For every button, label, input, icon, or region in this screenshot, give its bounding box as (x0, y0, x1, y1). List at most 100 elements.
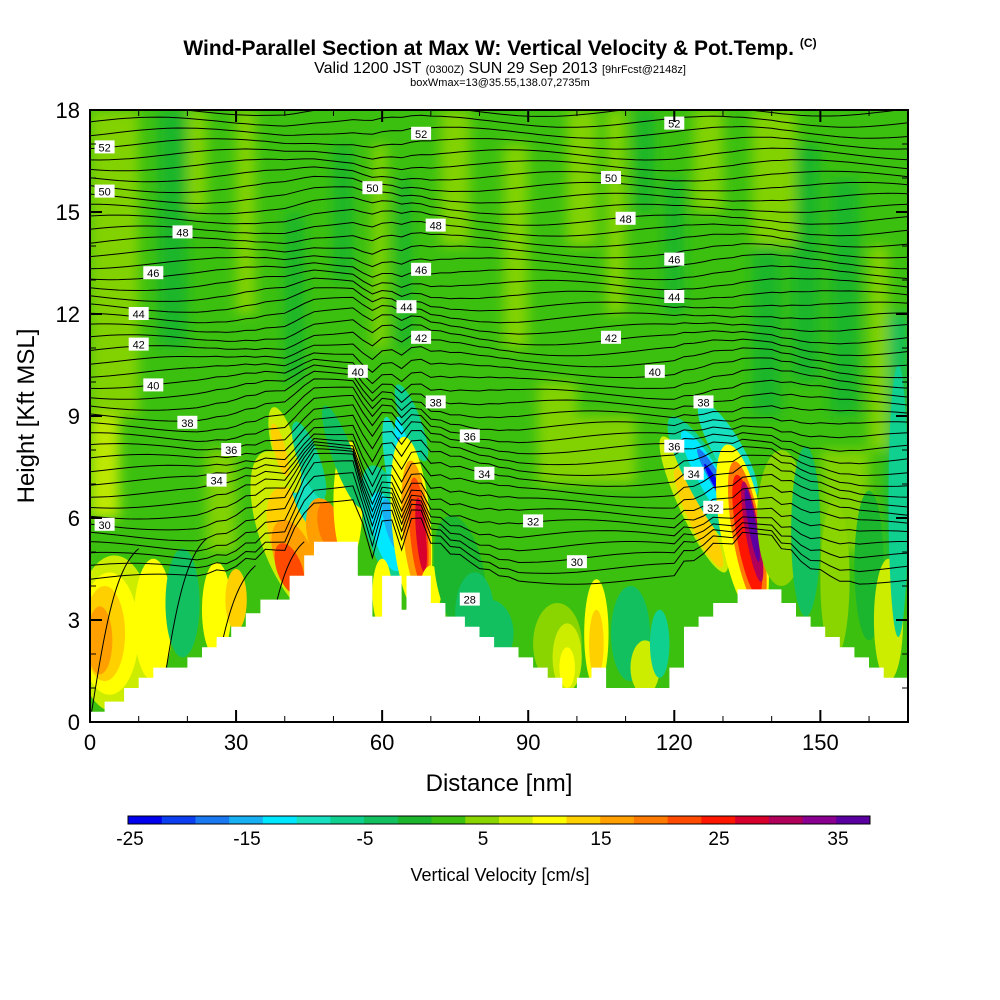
isentrope-line (90, 472, 908, 564)
isentrope-line (90, 296, 908, 324)
field-streak (333, 144, 353, 280)
colorbar-swatch (128, 816, 163, 824)
isentrope-line (90, 378, 908, 422)
chart-title: Wind-Parallel Section at Max W: Vertical… (183, 36, 817, 60)
isentrope-line (90, 253, 908, 270)
colorbar-tick-label: 35 (827, 829, 848, 850)
chart-box-info: boxWmax=13@35.55,138.07,2735m (410, 77, 590, 89)
colorbar-swatch (600, 816, 635, 824)
contour-label: 46 (415, 265, 427, 277)
isentrope-line (90, 277, 908, 302)
contour-label: 46 (147, 268, 159, 280)
contour-label-box (425, 218, 446, 232)
field-streaks (90, 110, 908, 586)
contour-label: 52 (668, 119, 680, 131)
colorbar-swatch (667, 816, 702, 824)
contour-label: 50 (605, 173, 617, 185)
contour-label-box (172, 225, 193, 239)
isentropes (90, 110, 908, 722)
contour-label-box (128, 307, 149, 320)
y-tick-label: 6 (68, 506, 80, 531)
velocity-feature (225, 569, 247, 631)
contour-label: 30 (571, 557, 583, 569)
colorbar-swatch (296, 816, 331, 824)
contour-label: 36 (464, 431, 476, 443)
contour-label: 38 (430, 397, 442, 409)
field-streak (206, 450, 237, 552)
isentrope-line (90, 364, 908, 400)
contour-label-box (143, 378, 164, 392)
isentrope-line (90, 433, 908, 487)
colorbar-tick-label: -5 (357, 829, 374, 850)
field-streak (635, 110, 655, 212)
isentrope-line (90, 208, 908, 226)
isentrope-line (90, 444, 908, 520)
contour-label-box (94, 140, 115, 154)
field-streak (752, 110, 797, 246)
contour-label-box (600, 171, 621, 184)
colorbar: -25 -15 -5 5 15 25 35 (116, 815, 871, 850)
contour-label: 44 (400, 302, 412, 314)
colorbar-tick-label: -15 (233, 829, 260, 850)
colorbar-tick-label: 25 (708, 829, 729, 850)
isentrope-line (90, 114, 908, 128)
velocity-feature (559, 647, 575, 688)
velocity-feature (394, 384, 429, 462)
isentrope-line (90, 287, 908, 313)
isentrope-line (90, 370, 908, 411)
isentrope-line (90, 196, 908, 215)
contour-labels: 52 50 48 46 44 42 40 38 36 34 30 52 50 48 46 44 42 40 38 36… (94, 116, 724, 607)
velocity-feature (322, 405, 365, 509)
contour-label: 52 (415, 129, 427, 141)
isentrope-line (90, 452, 908, 542)
velocity-feature (415, 497, 427, 573)
contour-label-box (411, 330, 432, 344)
contour-label-box (143, 266, 164, 280)
contour-label: 48 (619, 214, 631, 226)
isentrope-line (90, 499, 908, 585)
colorbar-swatch (566, 816, 601, 824)
isentrope-line (90, 166, 908, 183)
field-streak (372, 144, 388, 348)
isentrope-line (90, 460, 908, 552)
isentrope-line (90, 548, 140, 722)
contour-label-box (128, 337, 149, 351)
contour-label: 50 (366, 183, 378, 195)
isentrope-line (90, 414, 908, 466)
isentrope-line (90, 136, 908, 150)
contour-label: 32 (707, 503, 719, 515)
contour-label-box (664, 439, 685, 453)
y-tick-label: 9 (68, 404, 80, 429)
contour-label: 36 (225, 445, 237, 457)
colorbar-swatch (802, 816, 837, 824)
contour-label: 40 (649, 367, 661, 379)
field-streak (187, 110, 207, 212)
colorbar-swatch (499, 816, 534, 824)
contour-label-box (94, 517, 115, 531)
contour-label: 40 (147, 380, 159, 392)
colorbar-swatch (701, 816, 736, 824)
colorbar-swatch (532, 816, 567, 824)
contour-label-box (664, 116, 685, 130)
isentrope-line (90, 386, 908, 433)
field-streak (693, 110, 723, 212)
field-streak (90, 110, 139, 416)
isentrope-line (90, 319, 908, 346)
isentrope-line (90, 352, 908, 379)
contour-label-box (523, 514, 544, 528)
field-streak (567, 110, 597, 246)
contour-label-box (703, 500, 724, 514)
contour-label: 46 (668, 255, 680, 267)
terrain (90, 541, 908, 722)
isentrope-line (90, 394, 908, 444)
colorbar-swatch (397, 816, 433, 824)
contour-label-box (664, 252, 685, 266)
x-tick-label: 90 (516, 730, 540, 755)
x-tick-label: 120 (656, 730, 693, 755)
colorbar-swatch (836, 816, 871, 824)
contour-label-box (566, 555, 587, 569)
field-streak (90, 416, 120, 518)
contour-label: 36 (668, 442, 680, 454)
contour-label-box (425, 395, 446, 409)
contour-label: 34 (478, 469, 490, 481)
